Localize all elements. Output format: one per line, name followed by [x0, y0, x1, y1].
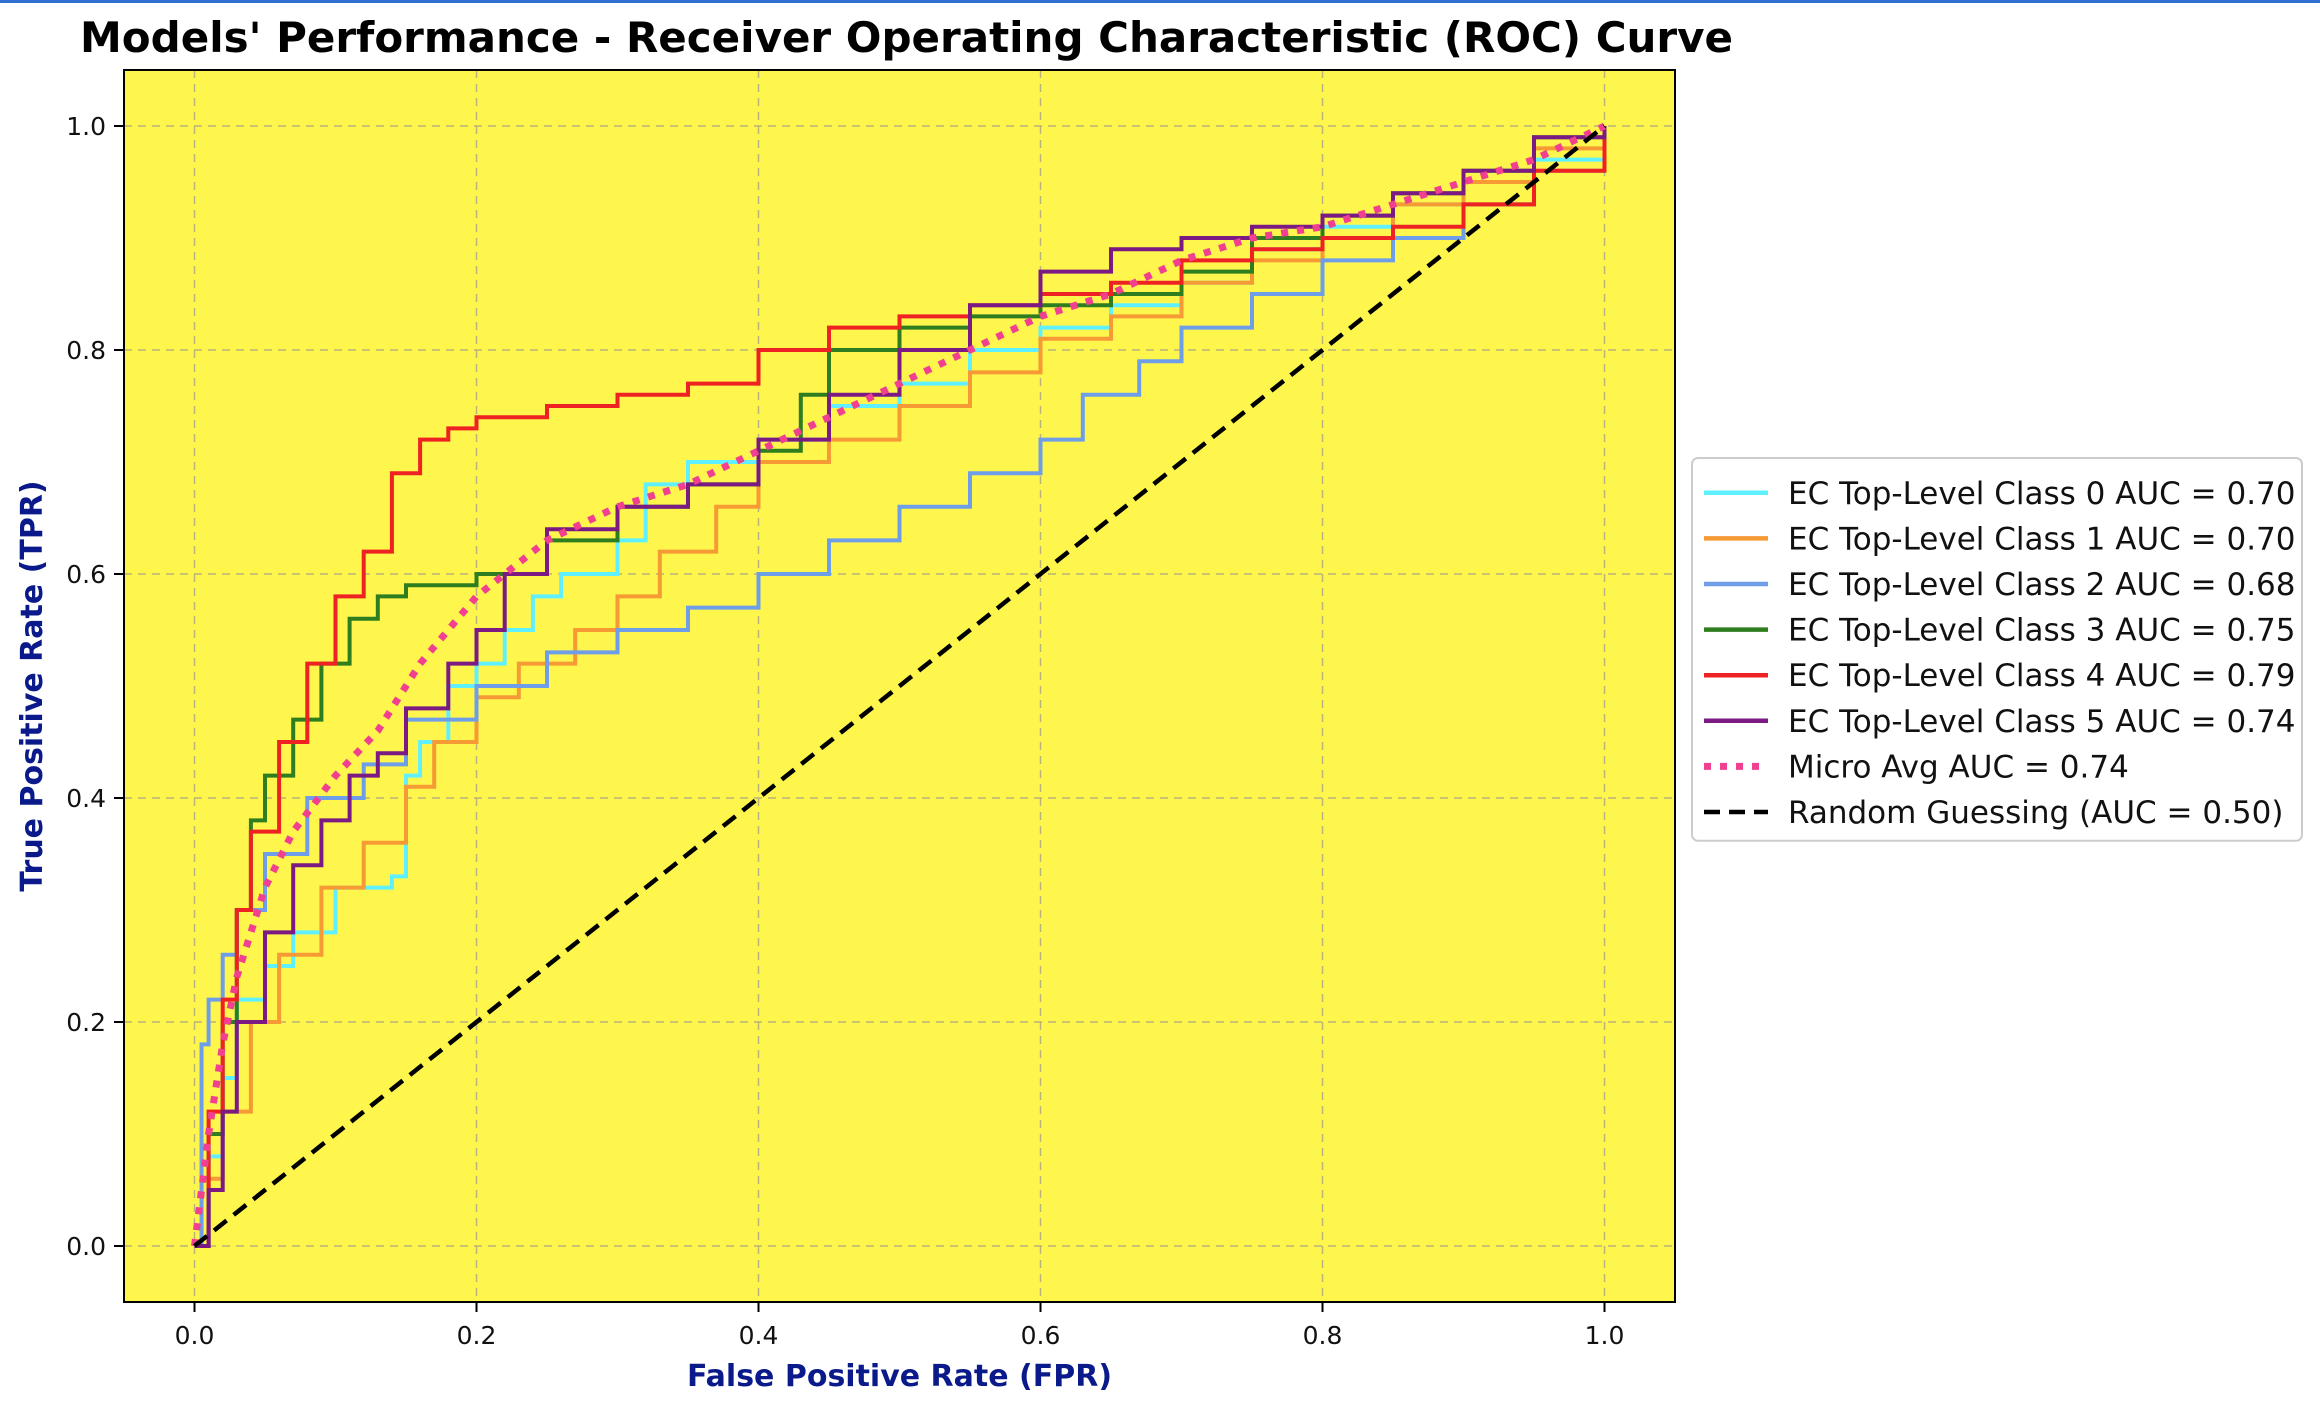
legend-label-1: EC Top-Level Class 1 AUC = 0.70 — [1788, 521, 2296, 557]
x-tick-label: 1.0 — [1585, 1321, 1625, 1350]
grid-lines — [124, 70, 1675, 1302]
legend-label-6: Micro Avg AUC = 0.74 — [1788, 749, 2129, 785]
legend-label-4: EC Top-Level Class 4 AUC = 0.79 — [1788, 658, 2296, 694]
x-tick-label: 0.4 — [739, 1321, 779, 1350]
y-axis-label: True Positive Rate (TPR) — [15, 480, 50, 891]
y-tick-label: 0.6 — [66, 560, 106, 589]
top-border — [0, 0, 2320, 3]
series-line-5 — [194, 126, 1607, 1248]
axis-ticks: 0.0 0.2 0.4 0.6 0.8 1.0 0.0 0.2 0.4 0.6 0.8 1.0 — [66, 112, 1624, 1350]
y-tick-label: 0.4 — [66, 784, 106, 813]
x-tick-label: 0.2 — [457, 1321, 497, 1350]
x-tick-label: 0.8 — [1303, 1321, 1343, 1350]
series-line-7 — [193, 124, 1606, 1248]
y-tick-label: 0.8 — [66, 336, 106, 365]
series-line-4 — [194, 126, 1607, 1248]
y-tick-label: 0.2 — [66, 1008, 106, 1037]
chart-title: Models' Performance - Receiver Operating… — [80, 13, 1733, 62]
legend-label-7: Random Guessing (AUC = 0.50) — [1788, 795, 2283, 831]
legend-label-0: EC Top-Level Class 0 AUC = 0.70 — [1788, 476, 2296, 512]
legend-label-2: EC Top-Level Class 2 AUC = 0.68 — [1788, 567, 2296, 603]
legend-label-3: EC Top-Level Class 3 AUC = 0.75 — [1788, 613, 2296, 649]
legend-box — [1691, 457, 2303, 842]
series-line-6 — [191, 122, 1607, 1247]
legend: EC Top-Level Class 0 AUC = 0.70 EC Top-Le… — [1691, 457, 2303, 842]
plot-frame — [123, 69, 1676, 1303]
y-tick-label: 0.0 — [66, 1232, 106, 1261]
y-tick-label: 1.0 — [66, 112, 106, 141]
x-tick-label: 0.6 — [1021, 1321, 1061, 1350]
series-lines — [191, 122, 1607, 1248]
x-tick-label: 0.0 — [175, 1321, 215, 1350]
legend-label-5: EC Top-Level Class 5 AUC = 0.74 — [1788, 704, 2296, 740]
x-axis-label: False Positive Rate (FPR) — [687, 1359, 1112, 1394]
